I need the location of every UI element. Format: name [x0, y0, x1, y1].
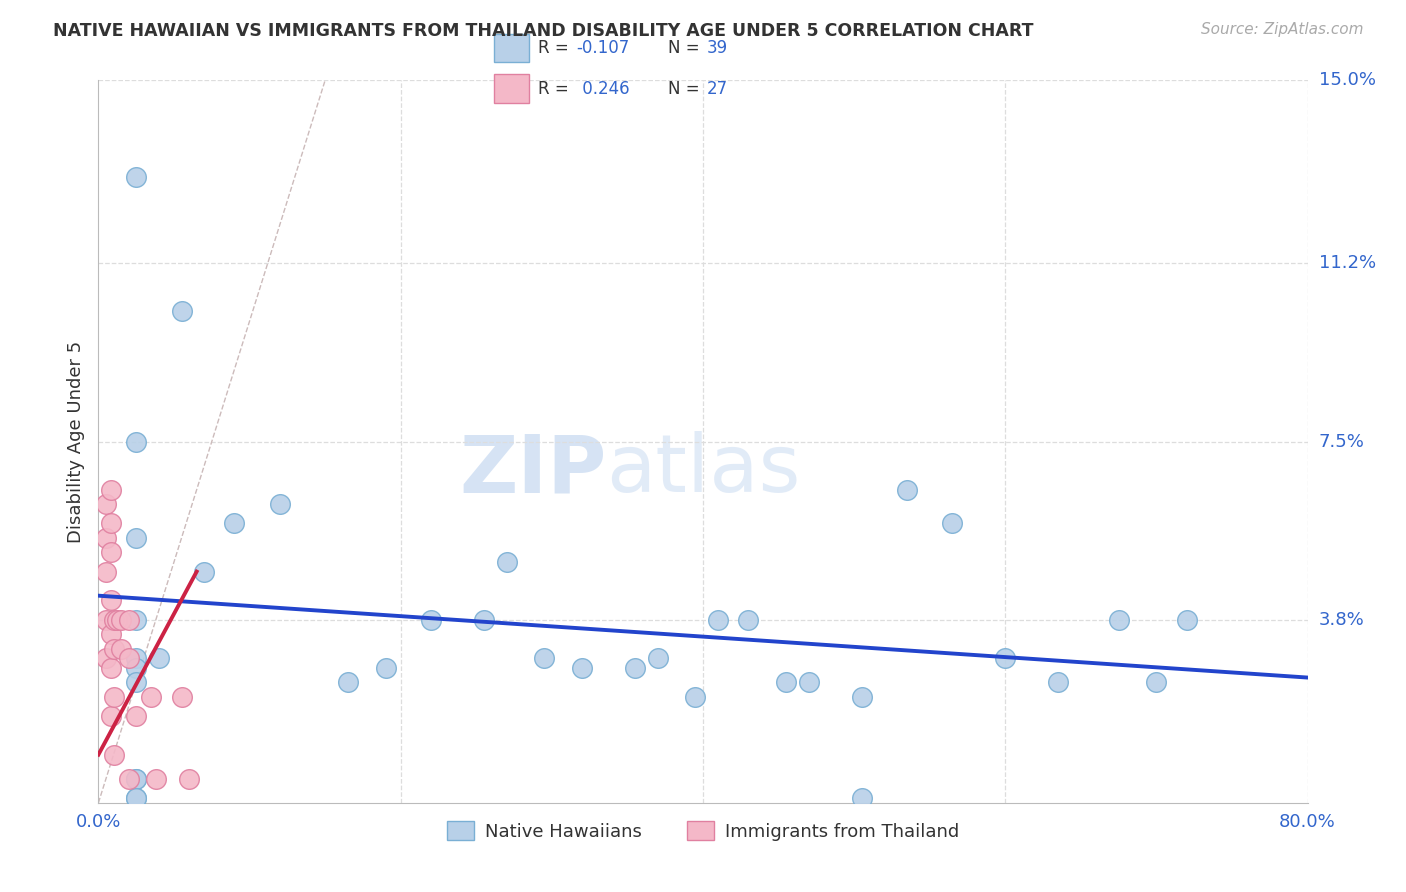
Point	[737, 613, 759, 627]
Text: ZIP: ZIP	[458, 432, 606, 509]
Point	[647, 651, 669, 665]
Point	[851, 690, 873, 704]
Point	[125, 661, 148, 675]
Point	[118, 772, 141, 786]
Point	[125, 169, 148, 184]
Point	[896, 483, 918, 497]
FancyBboxPatch shape	[494, 34, 529, 62]
Point	[179, 772, 201, 786]
Point	[685, 690, 707, 704]
Text: 7.5%: 7.5%	[1319, 433, 1365, 450]
Text: 15.0%: 15.0%	[1319, 71, 1375, 89]
Point	[170, 304, 193, 318]
Text: 39: 39	[706, 39, 728, 57]
Point	[141, 690, 163, 704]
Point	[103, 690, 125, 704]
Point	[100, 516, 122, 531]
Point	[100, 661, 122, 675]
Point	[125, 772, 148, 786]
Point	[1175, 613, 1198, 627]
Point	[374, 661, 396, 675]
FancyBboxPatch shape	[494, 74, 529, 103]
Point	[125, 791, 148, 805]
Legend: Native Hawaiians, Immigrants from Thailand: Native Hawaiians, Immigrants from Thaila…	[440, 814, 966, 848]
Point	[125, 772, 148, 786]
Point	[775, 675, 797, 690]
Point	[224, 516, 246, 531]
Point	[707, 613, 730, 627]
Point	[533, 651, 555, 665]
Text: 11.2%: 11.2%	[1319, 254, 1376, 272]
Point	[941, 516, 963, 531]
Point	[110, 641, 132, 656]
Point	[110, 613, 132, 627]
Point	[94, 497, 117, 511]
Point	[125, 613, 148, 627]
Point	[100, 593, 122, 607]
Point	[103, 747, 125, 762]
Point	[170, 690, 193, 704]
Point	[1144, 675, 1167, 690]
Point	[125, 531, 148, 545]
Point	[125, 791, 148, 805]
Point	[94, 565, 117, 579]
Point	[100, 483, 122, 497]
Point	[125, 675, 148, 690]
Point	[336, 675, 359, 690]
Point	[100, 545, 122, 559]
Point	[100, 709, 122, 723]
Point	[100, 627, 122, 641]
Point	[118, 651, 141, 665]
Point	[420, 613, 443, 627]
Point	[851, 791, 873, 805]
Point	[269, 497, 291, 511]
Point	[797, 675, 820, 690]
Point	[994, 651, 1017, 665]
Point	[571, 661, 593, 675]
Text: 3.8%: 3.8%	[1319, 611, 1364, 629]
Point	[94, 613, 117, 627]
Text: Source: ZipAtlas.com: Source: ZipAtlas.com	[1201, 22, 1364, 37]
Point	[94, 651, 117, 665]
Point	[495, 555, 517, 569]
Point	[125, 651, 148, 665]
Text: atlas: atlas	[606, 432, 800, 509]
Text: N =: N =	[668, 79, 704, 97]
Text: R =: R =	[538, 79, 574, 97]
Point	[145, 772, 167, 786]
Point	[105, 613, 128, 627]
Point	[193, 565, 215, 579]
Text: NATIVE HAWAIIAN VS IMMIGRANTS FROM THAILAND DISABILITY AGE UNDER 5 CORRELATION C: NATIVE HAWAIIAN VS IMMIGRANTS FROM THAIL…	[53, 22, 1033, 40]
Point	[125, 709, 148, 723]
Point	[103, 613, 125, 627]
Text: 0.246: 0.246	[576, 79, 630, 97]
Text: R =: R =	[538, 39, 574, 57]
Point	[148, 651, 170, 665]
Text: 27: 27	[706, 79, 728, 97]
Text: -0.107: -0.107	[576, 39, 630, 57]
Point	[118, 613, 141, 627]
Point	[624, 661, 647, 675]
Point	[472, 613, 495, 627]
Y-axis label: Disability Age Under 5: Disability Age Under 5	[66, 341, 84, 542]
Text: N =: N =	[668, 39, 704, 57]
Point	[103, 641, 125, 656]
Point	[125, 434, 148, 449]
Point	[1108, 613, 1130, 627]
Point	[94, 531, 117, 545]
Point	[1047, 675, 1070, 690]
